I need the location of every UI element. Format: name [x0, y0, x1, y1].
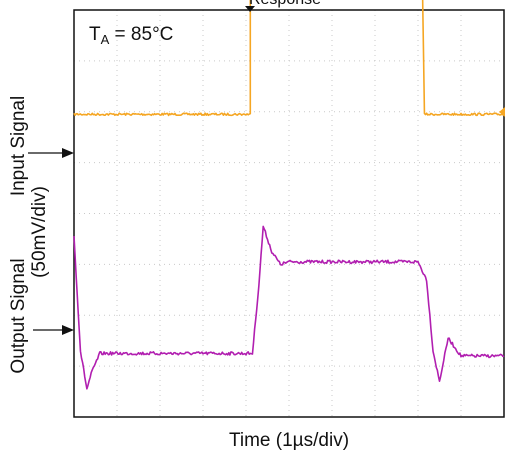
- graticule: [74, 10, 504, 417]
- input-signal-arrow: [28, 148, 74, 158]
- y-axis-scale-label: (50mV/div): [29, 186, 50, 278]
- x-axis-label: Time (1µs/div): [229, 430, 349, 451]
- output-signal-trace: [73, 225, 505, 390]
- plot-frame: [73, 9, 505, 418]
- annotation-main: T: [89, 24, 101, 45]
- output-signal-arrow: [33, 325, 74, 335]
- annotation-value: = 85°C: [109, 24, 173, 45]
- temperature-annotation: TA = 85°C: [89, 24, 173, 47]
- y-axis-label-input: Input Signal: [8, 96, 29, 196]
- annotation-subscript: A: [101, 32, 110, 47]
- y-axis-label-output: Output Signal: [8, 258, 29, 373]
- level-marker: [499, 107, 505, 117]
- traces: [73, 0, 505, 390]
- trigger-marker: [245, 6, 255, 12]
- input-signal-trace: [73, 0, 505, 117]
- chart-title: Response: [249, 0, 321, 8]
